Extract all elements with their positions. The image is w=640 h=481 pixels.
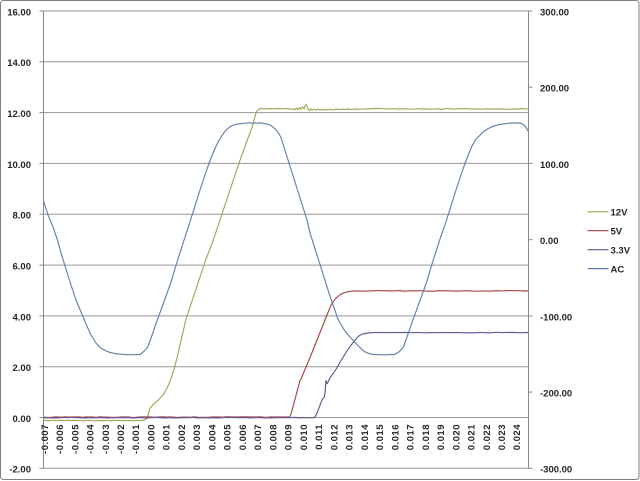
svg-text:0.013: 0.013: [345, 424, 356, 450]
svg-text:-0.003: -0.003: [101, 424, 112, 454]
svg-text:-0.006: -0.006: [55, 424, 66, 454]
svg-text:AC: AC: [611, 264, 625, 275]
svg-text:-0.001: -0.001: [131, 424, 142, 454]
svg-text:6.00: 6.00: [13, 262, 32, 273]
svg-text:0.020: 0.020: [451, 424, 462, 450]
svg-text:300.00: 300.00: [540, 7, 569, 18]
svg-text:-100.00: -100.00: [540, 312, 572, 323]
svg-text:16.00: 16.00: [7, 7, 31, 18]
svg-text:0.002: 0.002: [177, 424, 188, 450]
svg-text:0.007: 0.007: [253, 424, 264, 450]
svg-text:0.014: 0.014: [360, 424, 371, 450]
svg-text:0.00: 0.00: [13, 414, 32, 425]
svg-text:12V: 12V: [611, 208, 629, 219]
svg-text:0.021: 0.021: [467, 424, 478, 450]
svg-text:3.3V: 3.3V: [611, 246, 631, 257]
svg-text:0.000: 0.000: [147, 424, 158, 450]
svg-text:0.004: 0.004: [207, 424, 218, 450]
svg-text:0.015: 0.015: [375, 424, 386, 450]
svg-text:-0.007: -0.007: [40, 424, 51, 454]
svg-text:0.019: 0.019: [436, 424, 447, 450]
svg-text:0.005: 0.005: [223, 424, 234, 450]
svg-text:200.00: 200.00: [540, 84, 569, 95]
svg-text:0.009: 0.009: [284, 424, 295, 450]
svg-text:0.001: 0.001: [162, 424, 173, 450]
svg-text:-2.00: -2.00: [9, 465, 31, 476]
svg-text:0.003: 0.003: [192, 424, 203, 450]
svg-text:5V: 5V: [611, 227, 623, 238]
svg-text:0.010: 0.010: [299, 424, 310, 450]
svg-text:0.008: 0.008: [268, 424, 279, 450]
svg-text:0.024: 0.024: [512, 424, 523, 450]
svg-text:-0.002: -0.002: [116, 424, 127, 454]
svg-text:0.016: 0.016: [390, 424, 401, 450]
svg-text:0.011: 0.011: [314, 424, 325, 450]
svg-text:0.022: 0.022: [482, 424, 493, 450]
svg-text:0.018: 0.018: [421, 424, 432, 450]
svg-text:4.00: 4.00: [13, 312, 32, 323]
svg-text:-300.00: -300.00: [540, 465, 572, 476]
svg-text:0.006: 0.006: [238, 424, 249, 450]
svg-text:0.012: 0.012: [329, 424, 340, 450]
svg-text:-0.005: -0.005: [70, 424, 81, 454]
svg-text:12.00: 12.00: [7, 109, 31, 120]
svg-text:0.017: 0.017: [406, 424, 417, 450]
svg-text:-200.00: -200.00: [540, 389, 572, 400]
svg-text:8.00: 8.00: [13, 211, 32, 222]
svg-text:10.00: 10.00: [7, 160, 31, 171]
svg-text:2.00: 2.00: [13, 363, 32, 374]
svg-text:100.00: 100.00: [540, 160, 569, 171]
svg-text:0.00: 0.00: [540, 236, 559, 247]
svg-text:14.00: 14.00: [7, 58, 31, 69]
svg-text:0.023: 0.023: [497, 424, 508, 450]
svg-text:-0.004: -0.004: [86, 424, 97, 454]
